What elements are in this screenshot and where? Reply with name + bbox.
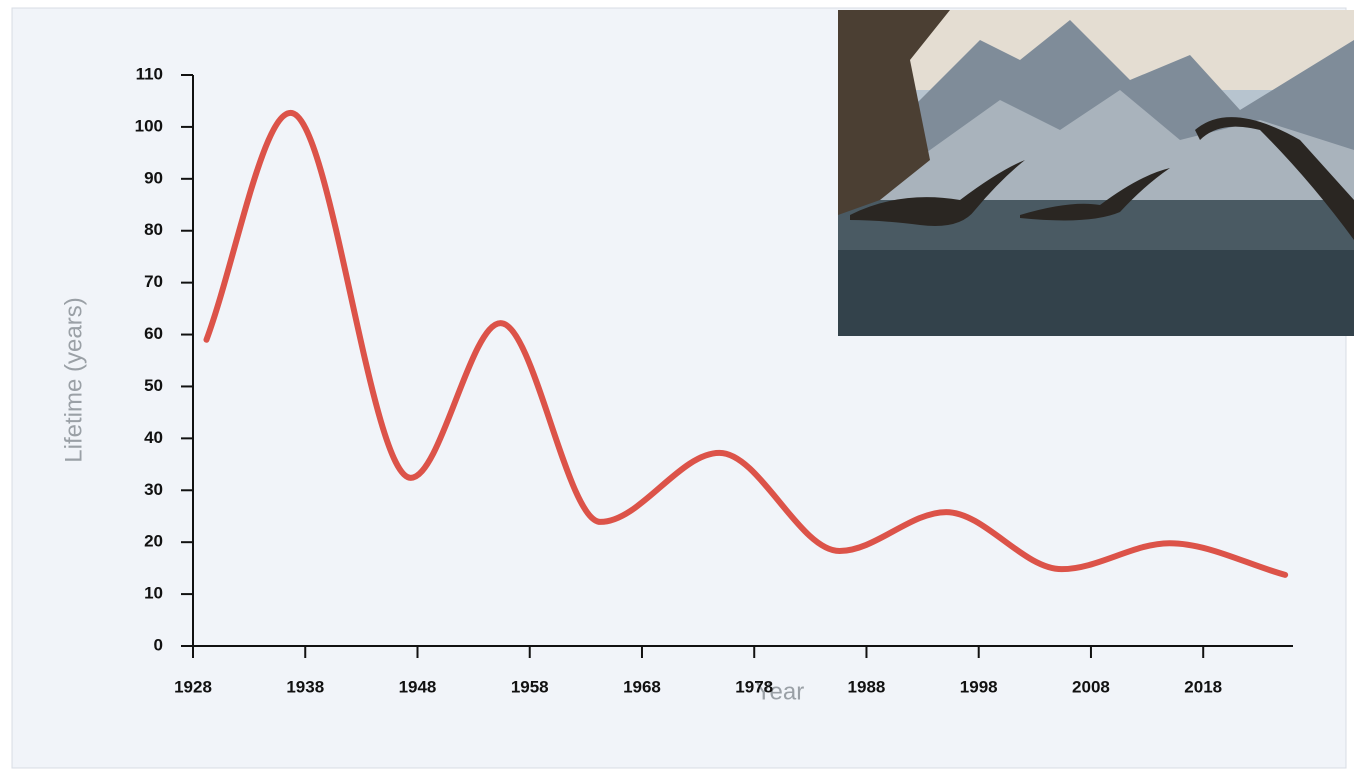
y-tick-label: 0 (154, 635, 163, 654)
x-tick-label: 2018 (1184, 677, 1222, 696)
y-tick-label: 100 (135, 116, 163, 135)
y-tick-label: 40 (144, 428, 163, 447)
x-tick-label: 1928 (174, 677, 212, 696)
line (203, 109, 1289, 578)
y-tick-label: 30 (144, 480, 163, 499)
y-tick-label: 90 (144, 168, 163, 187)
y-tick-label: 10 (144, 584, 163, 603)
x-axis-title: Year (756, 678, 805, 705)
y-tick-label: 60 (144, 324, 163, 343)
x-tick-label: 1948 (399, 677, 437, 696)
x-tick-label: 1998 (960, 677, 998, 696)
y-tick-label: 70 (144, 272, 163, 291)
y-tick-label: 50 (144, 376, 163, 395)
y-axis-title: Lifetime (years) (60, 297, 87, 462)
y-tick-label: 80 (144, 220, 163, 239)
photo (838, 10, 1354, 336)
x-tick-label: 1988 (848, 677, 886, 696)
x-tick-label: 2008 (1072, 677, 1110, 696)
y-tick-label: 110 (136, 64, 163, 83)
x-tick-label: 1958 (511, 677, 549, 696)
x-tick-label: 1978 (735, 677, 773, 696)
x-tick-label: 1938 (286, 677, 324, 696)
x-tick-label: 1968 (623, 677, 661, 696)
y-tick-label: 20 (144, 532, 163, 551)
